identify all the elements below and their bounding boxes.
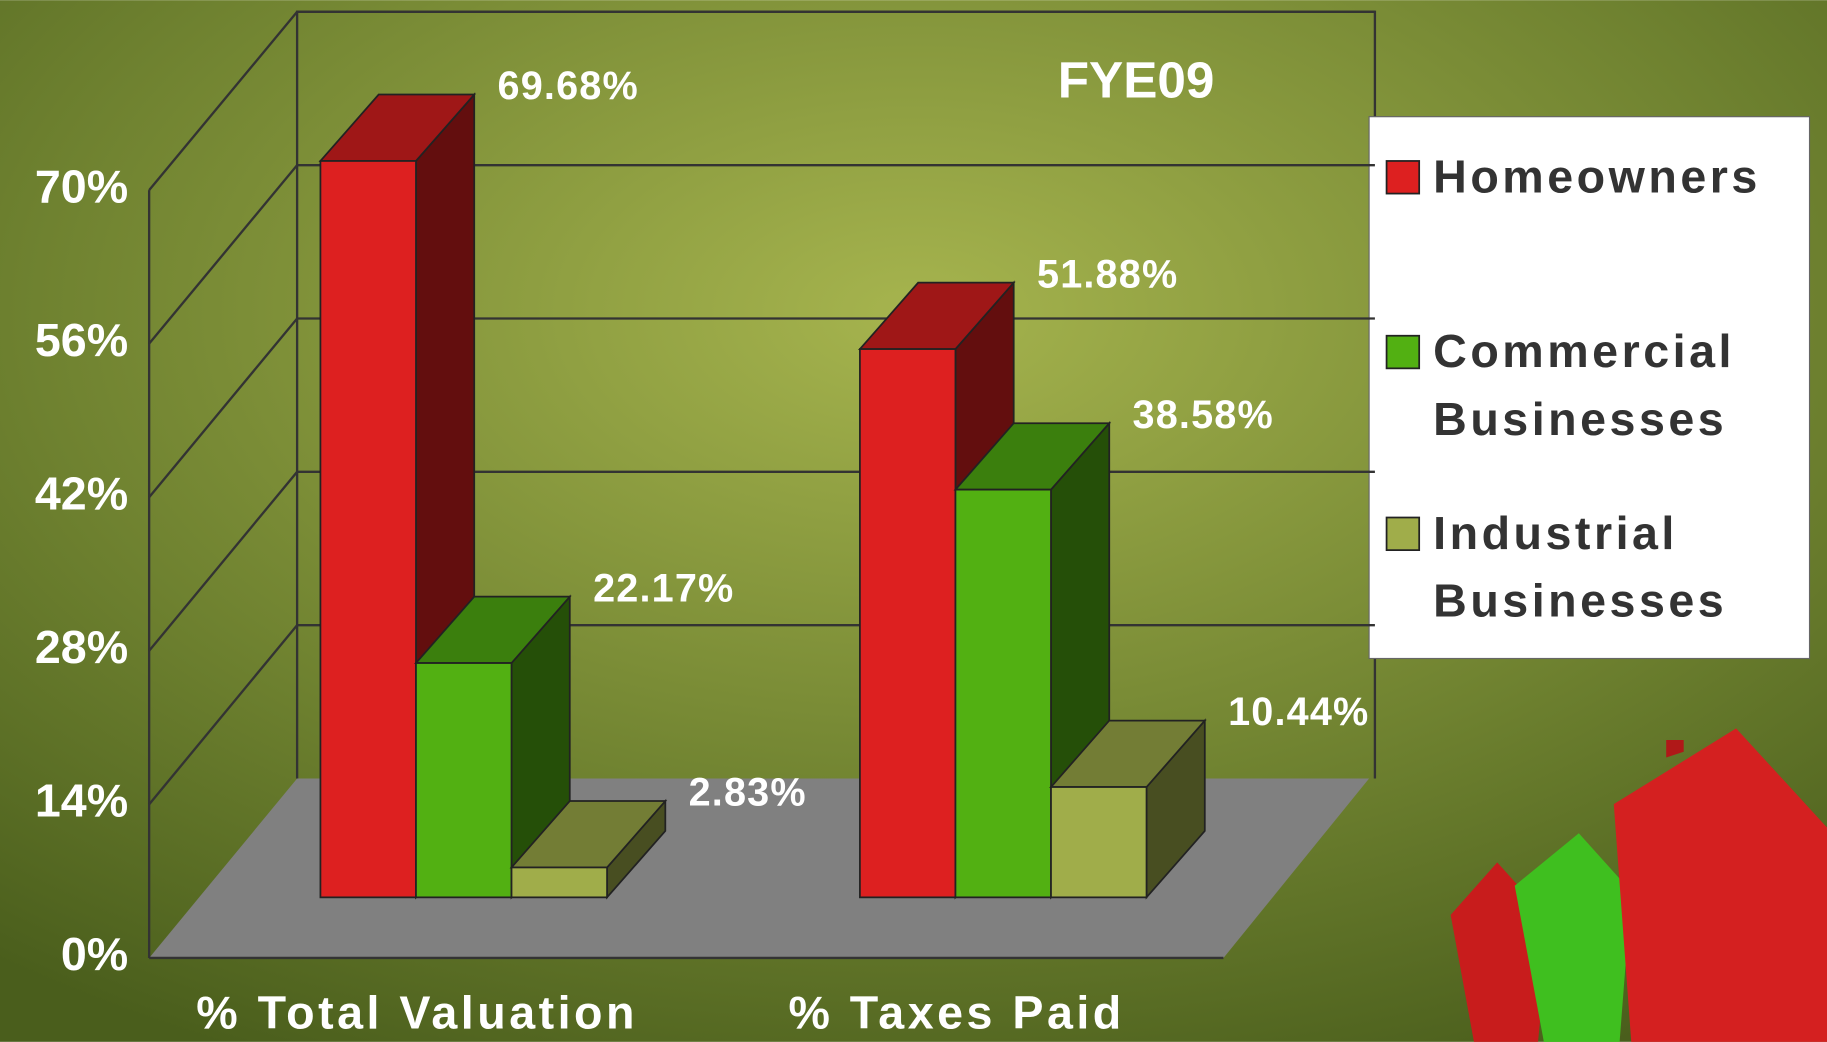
x-tick-label: % Total Valuation — [196, 987, 638, 1039]
bar — [414, 594, 572, 900]
value-label: 51.88% — [1037, 252, 1178, 296]
x-tick-label: % Taxes Paid — [788, 987, 1124, 1039]
grid-line — [148, 163, 1375, 345]
legend-swatch — [1385, 516, 1421, 552]
y-tick-label: 14% — [35, 775, 128, 827]
y-tick-label: 42% — [35, 468, 128, 520]
grid-line — [148, 10, 1375, 191]
y-tick-label: 28% — [35, 621, 128, 673]
value-label: 2.83% — [689, 771, 807, 815]
chart-title: FYE09 — [1058, 52, 1215, 109]
houses — [1450, 728, 1827, 1042]
legend-swatch — [1385, 334, 1421, 370]
bar — [509, 798, 668, 900]
legend-swatch — [1385, 160, 1421, 195]
value-label: 69.68% — [498, 64, 639, 108]
bar-front — [954, 488, 1052, 899]
y-tick-label: 0% — [61, 928, 128, 980]
legend-label: Commercial Businesses — [1433, 326, 1735, 446]
legend-label-box: Homeowners — [1433, 151, 1761, 203]
y-tick-label: 56% — [35, 314, 128, 366]
bar-front — [510, 866, 608, 899]
bar-front — [415, 662, 513, 899]
bar-front — [319, 160, 417, 899]
bar — [1049, 718, 1207, 900]
legend — [1368, 116, 1811, 660]
grid-line — [148, 317, 1375, 498]
legend-label-box: Industrial Businesses — [1433, 508, 1728, 628]
bar-front — [1050, 786, 1148, 899]
legend-label: Industrial Businesses — [1433, 508, 1728, 628]
y-tick-label: 70% — [35, 160, 128, 212]
legend-label-box: Commercial Businesses — [1433, 326, 1735, 446]
value-label: 38.58% — [1133, 393, 1274, 437]
value-label: 22.17% — [593, 566, 734, 610]
bar-front — [859, 348, 957, 899]
legend-label: Homeowners — [1433, 151, 1761, 203]
value-label: 10.44% — [1228, 690, 1369, 734]
